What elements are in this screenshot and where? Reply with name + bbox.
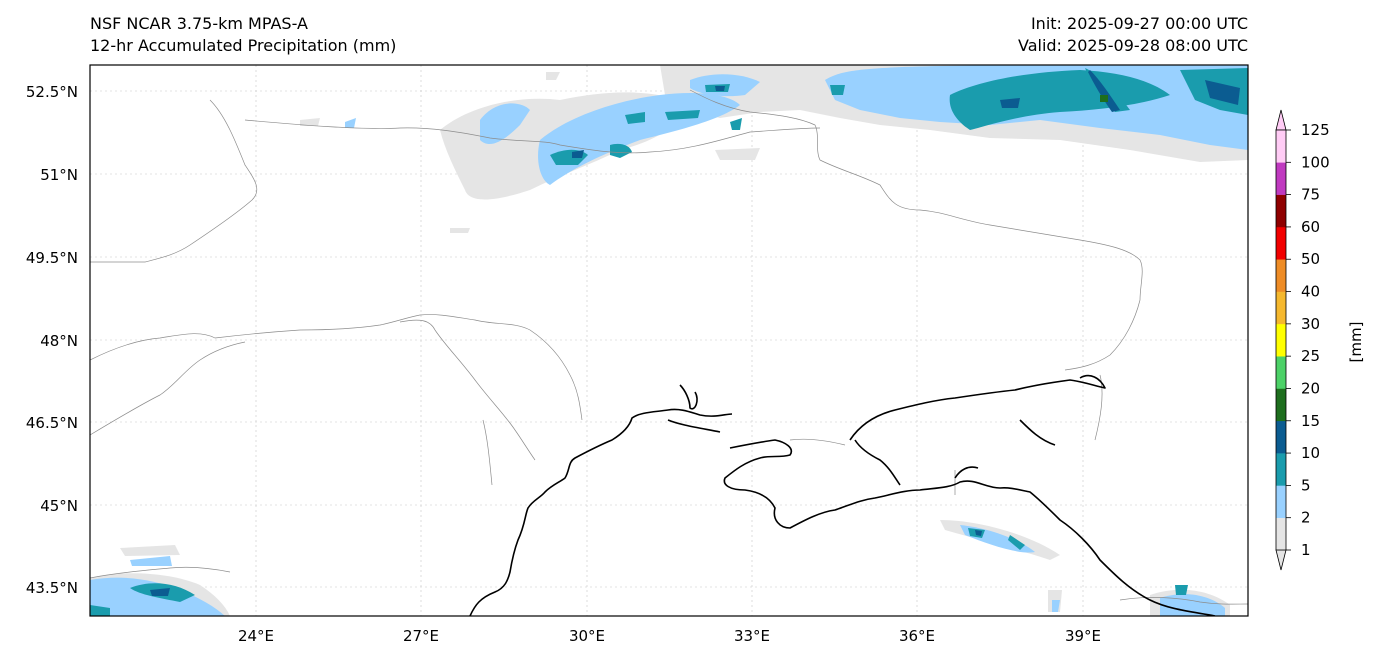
valid-time: Valid: 2025-09-28 08:00 UTC [1017, 36, 1248, 55]
colorbar-extend-max [1275, 109, 1287, 131]
lon-label: 30°E [569, 627, 605, 645]
lat-label: 45°N [40, 497, 78, 515]
colorbar-swatch [1276, 226, 1286, 260]
colorbar-swatch [1276, 356, 1286, 389]
colorbar-tick-label: 40 [1301, 283, 1320, 301]
lon-label: 24°E [238, 627, 274, 645]
precip-15-20mm [1100, 95, 1108, 102]
colorbar-swatch [1276, 388, 1286, 422]
lat-label: 51°N [40, 166, 78, 184]
precip-10-15mm [150, 70, 1240, 596]
lat-label: 43.5°N [26, 579, 78, 597]
lat-label: 52.5°N [26, 83, 78, 101]
map-frame [89, 64, 1249, 617]
colorbar-frame [1275, 129, 1287, 551]
field-title: 12-hr Accumulated Precipitation (mm) [90, 36, 397, 55]
colorbar-swatch [1276, 453, 1286, 486]
chart-title-right: Init: 2025-09-27 00:00 UTC Valid: 2025-0… [1018, 13, 1248, 57]
colorbar-tick-label: 100 [1301, 153, 1330, 171]
chart-title-left: NSF NCAR 3.75-km MPAS-A 12-hr Accumulate… [90, 13, 396, 57]
colorbar-tick-label: 30 [1301, 315, 1320, 333]
colorbar-swatch [1276, 130, 1286, 163]
colorbar-tick-label: 25 [1301, 347, 1320, 365]
lat-label: 48°N [40, 332, 78, 350]
lon-label: 39°E [1065, 627, 1101, 645]
colorbar-tick-label: 2 [1301, 509, 1311, 527]
colorbar-swatch [1276, 162, 1286, 195]
colorbar-swatch [1276, 323, 1286, 357]
colorbar-swatch [1276, 291, 1286, 325]
colorbar-tick-label: 125 [1301, 121, 1330, 139]
model-title: NSF NCAR 3.75-km MPAS-A [90, 14, 308, 33]
colorbar-tick-label: 15 [1301, 412, 1320, 430]
map-background [90, 65, 1248, 616]
lat-axis: 52.5°N 51°N 49.5°N 48°N 46.5°N 45°N 43.5… [26, 83, 78, 597]
lat-label: 46.5°N [26, 414, 78, 432]
colorbar-unit-label: [mm] [1347, 322, 1365, 363]
lon-label: 27°E [403, 627, 439, 645]
init-time: Init: 2025-09-27 00:00 UTC [1030, 14, 1248, 33]
colorbar-tick-label: 60 [1301, 218, 1320, 236]
country-borders [90, 89, 1248, 605]
colorbar-tick-label: 1 [1301, 541, 1311, 559]
lon-label: 33°E [734, 627, 770, 645]
colorbar-tick-label: 50 [1301, 250, 1320, 268]
colorbar-extend-min [1275, 549, 1287, 571]
colorbar-tick-label: 75 [1301, 186, 1320, 204]
colorbar-tick-label: 5 [1301, 476, 1311, 494]
lon-axis: 24°E 27°E 30°E 33°E 36°E 39°E [238, 627, 1101, 645]
colorbar-tick-label: 20 [1301, 379, 1320, 397]
lon-label: 36°E [899, 627, 935, 645]
colorbar-tick-label: 10 [1301, 444, 1320, 462]
lat-label: 49.5°N [26, 249, 78, 267]
map-content [90, 65, 1248, 616]
colorbar-swatch [1276, 259, 1286, 292]
colorbar-swatch [1276, 420, 1286, 454]
colorbar-swatch [1276, 485, 1286, 518]
colorbar-swatch [1276, 194, 1286, 228]
colorbar-swatch [1276, 517, 1286, 551]
coastline [469, 374, 1216, 616]
